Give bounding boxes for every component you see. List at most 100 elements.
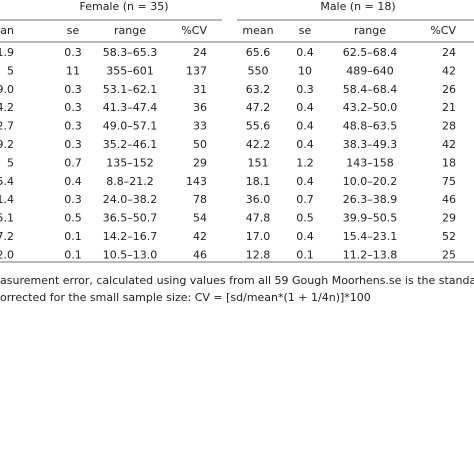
table-cell: 25: [442, 248, 456, 261]
table-cell: 36.0: [246, 193, 271, 206]
table-cell: 50: [193, 138, 207, 151]
table-cell: 2.0: [0, 248, 14, 261]
table-cell: 46: [442, 193, 456, 206]
table-cell: 1.4: [0, 193, 14, 206]
table-cell: 39.9–50.5: [343, 212, 397, 225]
table-cell: 12.8: [246, 248, 271, 261]
column-header: se: [299, 24, 312, 37]
group-header: Male (n = 18): [320, 0, 395, 13]
table-cell: 2.7: [0, 120, 14, 133]
table-cell: 24.0–38.2: [103, 193, 157, 206]
table-cell: 36.5–50.7: [103, 212, 157, 225]
table-cell: 8.8–21.2: [106, 175, 154, 188]
table-cell: 36: [193, 101, 207, 114]
table-cell: 28: [442, 120, 456, 133]
table-cell: 11.2–13.8: [343, 248, 397, 261]
table-cell: 62.5–68.4: [343, 46, 397, 59]
table-cell: 29: [193, 156, 207, 169]
table-cell: 355–601: [106, 64, 154, 77]
table-cell: 11: [66, 64, 80, 77]
table-cell: 24: [442, 46, 456, 59]
table-cell: 151: [248, 156, 269, 169]
column-header: range: [114, 24, 146, 37]
table-cell: 5: [7, 64, 14, 77]
table-cell: 55.6: [246, 120, 271, 133]
table-cell: 0.4: [296, 175, 314, 188]
table-cell: 42: [442, 64, 456, 77]
table-cell: 43.2–50.0: [343, 101, 397, 114]
table-cell: 47.2: [246, 101, 271, 114]
table-cell: 26.3–38.9: [343, 193, 397, 206]
table-cell: 5.1: [0, 212, 14, 225]
table-cell: 137: [186, 64, 207, 77]
table-cell: 65.6: [246, 46, 271, 59]
table-cell: 47.8: [246, 212, 271, 225]
column-header: an: [0, 24, 14, 37]
table-cell: 0.1: [296, 248, 314, 261]
table-cell: 17.0: [246, 230, 271, 243]
table-cell: 29: [442, 212, 456, 225]
table-cell: 42: [193, 230, 207, 243]
table-cell: 0.7: [296, 193, 314, 206]
table-cell: 35.2–46.1: [103, 138, 157, 151]
table-cell: 18.1: [246, 175, 271, 188]
footnote: asurement error, calculated using values…: [0, 274, 474, 287]
table-cell: 10.5–13.0: [103, 248, 157, 261]
table-cell: 10: [298, 64, 312, 77]
table-cell: 0.4: [296, 120, 314, 133]
table-cell: 135–152: [106, 156, 154, 169]
table-cell: 0.3: [64, 83, 82, 96]
table-cell: 26: [442, 83, 456, 96]
table-cell: 0.3: [64, 193, 82, 206]
table-cell: 0.4: [64, 175, 82, 188]
table-cell: 0.3: [64, 46, 82, 59]
table-cell: 0.1: [64, 248, 82, 261]
table-cell: 7.2: [0, 230, 14, 243]
table-cell: 0.3: [64, 120, 82, 133]
table-cell: 58.3–65.3: [103, 46, 157, 59]
table-cell: 63.2: [246, 83, 271, 96]
table-cell: 0.5: [296, 212, 314, 225]
table-cell: 1.2: [296, 156, 314, 169]
table-cell: 46: [193, 248, 207, 261]
table-cell: 0.3: [296, 83, 314, 96]
table-cell: 143: [186, 175, 207, 188]
footnote: orrected for the small sample size: CV =…: [0, 291, 371, 304]
table-cell: 143–158: [346, 156, 394, 169]
table-cell: 0.4: [296, 138, 314, 151]
table-cell: 1.9: [0, 46, 14, 59]
table-cell: 33: [193, 120, 207, 133]
table-cell: 5: [7, 156, 14, 169]
table-cell: 38.3–49.3: [343, 138, 397, 151]
table-cell: 42: [442, 138, 456, 151]
table-cell: 489–640: [346, 64, 394, 77]
table-cell: 14.2–16.7: [103, 230, 157, 243]
table-cell: 75: [442, 175, 456, 188]
table-cell: 52: [442, 230, 456, 243]
table-cell: 41.3–47.4: [103, 101, 157, 114]
column-header: mean: [242, 24, 273, 37]
table-cell: 31: [193, 83, 207, 96]
table-cell: 53.1–62.1: [103, 83, 157, 96]
table-cell: 0.4: [296, 46, 314, 59]
table-cell: 0.4: [296, 101, 314, 114]
table-cell: 18: [442, 156, 456, 169]
table-cell: 49.0–57.1: [103, 120, 157, 133]
column-header: %CV: [430, 24, 456, 37]
table-cell: 9.0: [0, 83, 14, 96]
table-cell: 58.4–68.4: [343, 83, 397, 96]
table-cell: 0.1: [64, 230, 82, 243]
column-header: %CV: [181, 24, 207, 37]
column-header: se: [67, 24, 80, 37]
table-cell: 0.5: [64, 212, 82, 225]
table-cell: 42.2: [246, 138, 271, 151]
table-cell: 0.3: [64, 101, 82, 114]
table-cell: 5.4: [0, 175, 14, 188]
table-cell: 10.0–20.2: [343, 175, 397, 188]
table-cell: 550: [248, 64, 269, 77]
table-cell: 0.3: [64, 138, 82, 151]
table-cell: 21: [442, 101, 456, 114]
group-header: Female (n = 35): [79, 0, 168, 13]
table-cell: 0.7: [64, 156, 82, 169]
